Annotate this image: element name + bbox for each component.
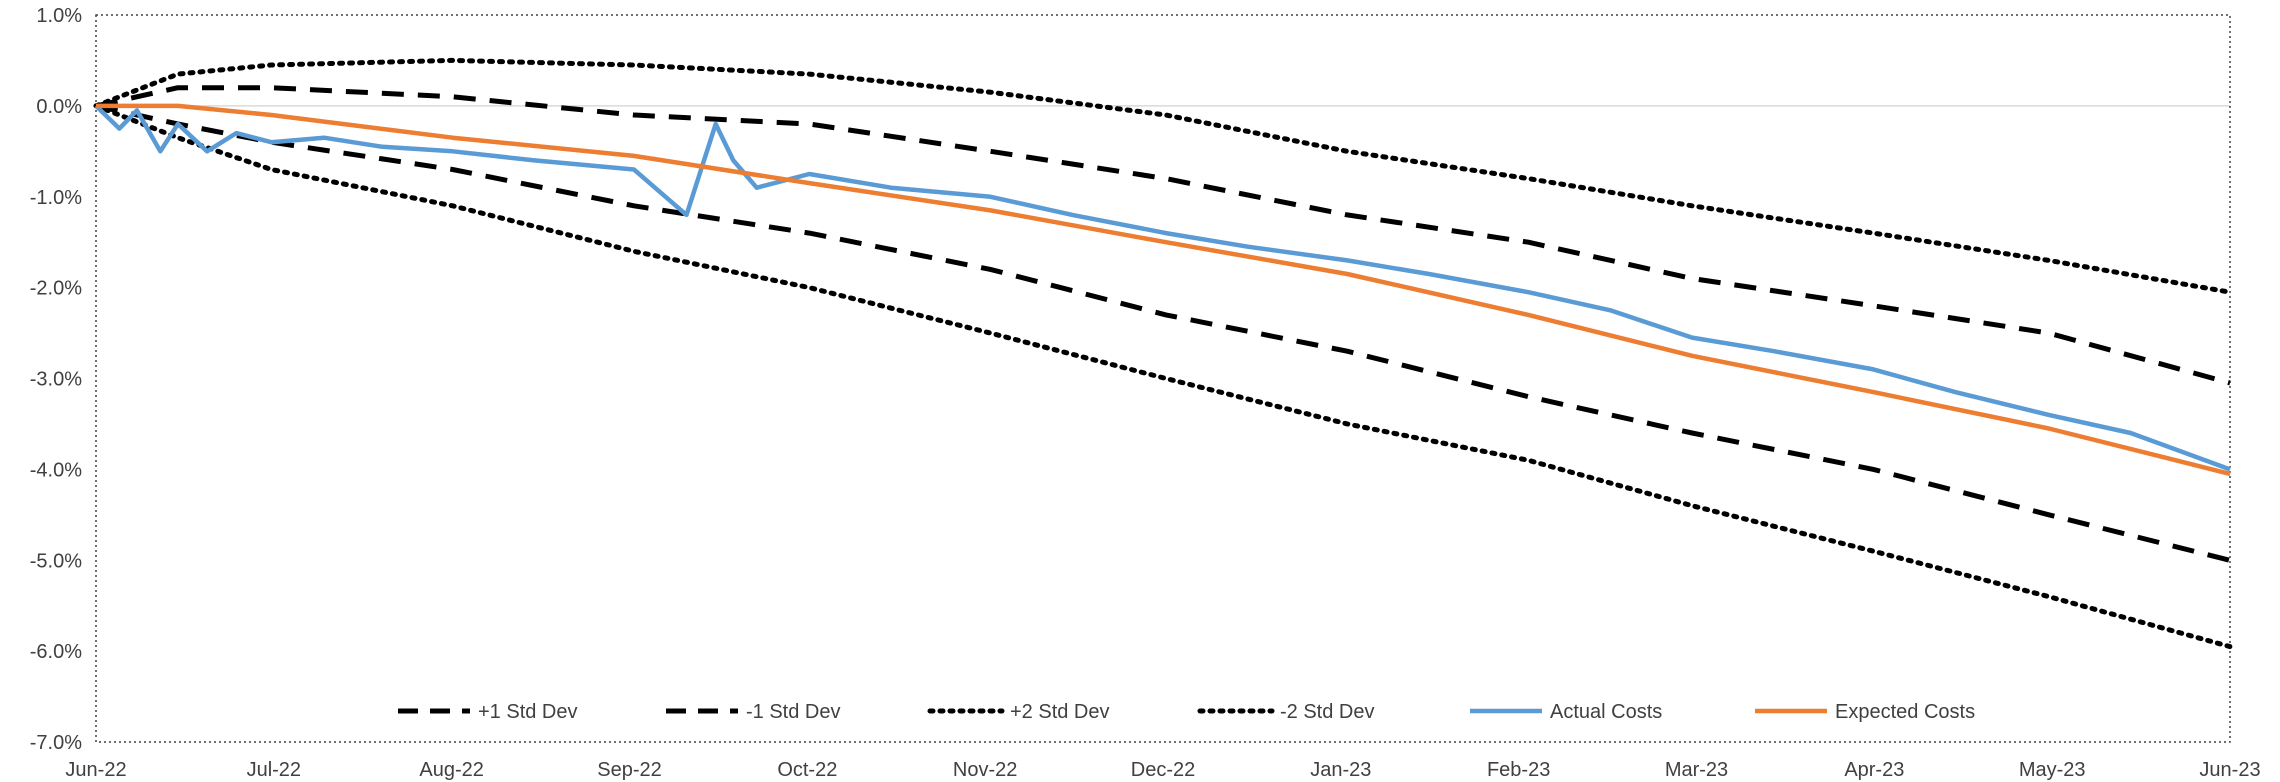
series-line-2-std-dev (93, 57, 2233, 295)
x-tick-label: Oct-22 (777, 759, 837, 781)
x-tick-label: Nov-22 (953, 759, 1017, 781)
x-tick-label: Jun-22 (65, 759, 126, 781)
legend-label: +1 Std Dev (478, 701, 578, 723)
y-tick-label: -3.0% (30, 369, 82, 391)
x-tick-label: May-23 (2019, 759, 2086, 781)
series-line-1-std-dev (95, 103, 2231, 563)
x-tick-label: Jan-23 (1310, 759, 1371, 781)
series-line-expected-costs (96, 103, 2231, 477)
legend-label: Expected Costs (1835, 701, 1975, 723)
series-layer (93, 57, 2233, 650)
y-tick-label: -2.0% (30, 278, 82, 300)
y-tick-label: 0.0% (36, 96, 82, 118)
x-tick-label: Jul-22 (247, 759, 301, 781)
chart-axes: 1.0% 0.0% -1.0% -2.0% -3.0% -4.0% -5.0% -6.0% -7… (30, 5, 2261, 781)
plot-area-border (95, 14, 2231, 743)
legend-label: +2 Std Dev (1010, 701, 1110, 723)
legend-label: -2 Std Dev (1280, 701, 1374, 723)
x-tick-label: Sep-22 (597, 759, 662, 781)
chart-legend: +1 Std Dev -1 Std Dev +2 Std Dev -2 Std Dev… (398, 701, 1975, 723)
x-tick-label: Dec-22 (1131, 759, 1195, 781)
y-tick-label: -6.0% (30, 641, 82, 663)
legend-label: Actual Costs (1550, 701, 1662, 723)
x-tick-label: Apr-23 (1844, 759, 1904, 781)
y-tick-label: 1.0% (36, 5, 82, 27)
y-tick-label: -4.0% (30, 459, 82, 481)
y-tick-label: -7.0% (30, 732, 82, 754)
series-line-actual-costs (94, 104, 2231, 472)
legend-label: -1 Std Dev (746, 701, 840, 723)
x-tick-label: Mar-23 (1665, 759, 1728, 781)
series-line-2-std-dev (93, 103, 2233, 650)
y-tick-label: -1.0% (30, 187, 82, 209)
x-tick-label: Jun-23 (2199, 759, 2260, 781)
x-tick-label: Aug-22 (419, 759, 484, 781)
y-tick-label: -5.0% (30, 550, 82, 572)
series-line-1-std-dev (95, 85, 2231, 386)
x-tick-label: Feb-23 (1487, 759, 1550, 781)
